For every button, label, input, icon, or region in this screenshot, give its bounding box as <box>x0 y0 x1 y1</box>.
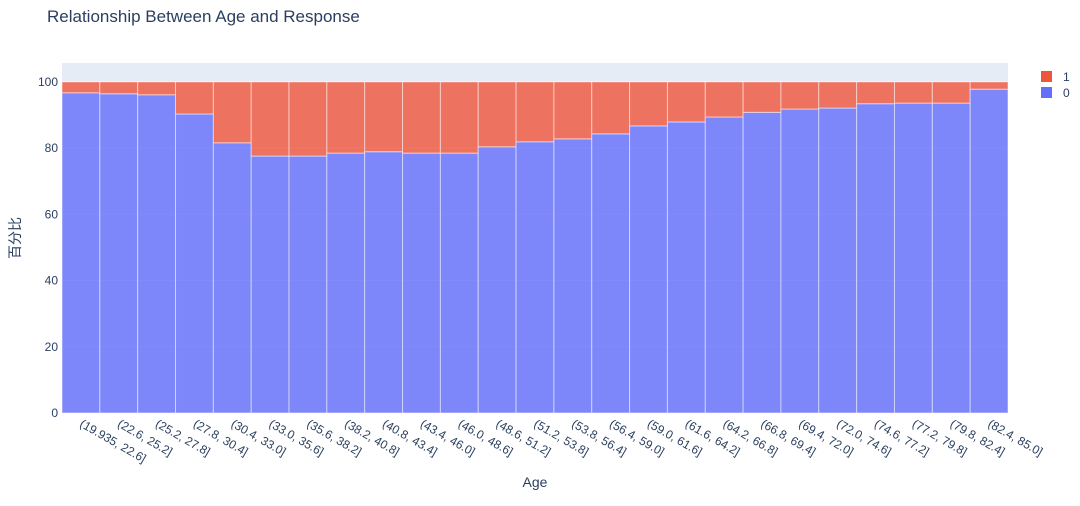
bar-series-1[interactable] <box>553 81 593 140</box>
bar-series-0[interactable] <box>61 92 101 414</box>
bar-series-0[interactable] <box>969 88 1009 414</box>
bar-series-0[interactable] <box>175 113 214 414</box>
bar-series-0[interactable] <box>477 146 517 414</box>
bar-series-1[interactable] <box>704 81 744 118</box>
y-tick-label: 100 <box>38 75 58 89</box>
bar-series-0[interactable] <box>856 103 895 414</box>
y-tick-label: 40 <box>45 274 59 288</box>
bar-series-1[interactable] <box>893 81 933 104</box>
y-axis-label: 百分比 <box>7 217 23 259</box>
bar-series-1[interactable] <box>742 81 782 113</box>
legend[interactable]: 10 <box>1041 70 1070 100</box>
bar-series-0[interactable] <box>99 93 139 414</box>
x-axis-label: Age <box>523 474 548 490</box>
bar-series-1[interactable] <box>818 81 858 109</box>
chart-title: Relationship Between Age and Response <box>47 7 360 26</box>
y-tick-label: 20 <box>45 340 59 354</box>
y-tick-label: 0 <box>51 406 58 420</box>
legend-label-0[interactable]: 0 <box>1063 86 1070 100</box>
bar-series-0[interactable] <box>553 138 593 414</box>
bar-series-0[interactable] <box>818 107 858 414</box>
bar-series-1[interactable] <box>591 81 631 135</box>
bar-series-0[interactable] <box>402 152 441 414</box>
bar-series-0[interactable] <box>326 152 366 414</box>
bar-series-1[interactable] <box>629 81 668 127</box>
y-tick-label: 80 <box>45 141 59 155</box>
bar-series-0[interactable] <box>439 152 479 414</box>
bar-series-0[interactable] <box>591 133 631 414</box>
bar-series-0[interactable] <box>780 108 820 414</box>
bar-series-1[interactable] <box>364 81 404 153</box>
bar-series-0[interactable] <box>212 142 252 414</box>
bar-series-1[interactable] <box>439 81 479 154</box>
bar-series-1[interactable] <box>99 81 139 95</box>
bar-series-0[interactable] <box>629 125 668 414</box>
bar-series-1[interactable] <box>402 81 441 154</box>
bar-series-1[interactable] <box>288 81 328 157</box>
bar-series-1[interactable] <box>780 81 820 110</box>
bar-series-1[interactable] <box>515 81 555 143</box>
bar-series-0[interactable] <box>931 102 971 414</box>
y-tick-label: 60 <box>45 207 59 221</box>
bar-series-1[interactable] <box>326 81 366 154</box>
bar-series-0[interactable] <box>515 141 555 414</box>
bar-series-0[interactable] <box>364 151 404 414</box>
bar-series-1[interactable] <box>175 81 214 115</box>
legend-swatch-0[interactable] <box>1041 87 1052 98</box>
bar-series-0[interactable] <box>137 94 177 414</box>
bar-series-1[interactable] <box>137 81 177 96</box>
bar-series-0[interactable] <box>288 155 328 414</box>
bar-series-1[interactable] <box>250 81 290 157</box>
bar-series-1[interactable] <box>931 81 971 104</box>
bar-series-0[interactable] <box>704 116 744 414</box>
bar-series-0[interactable] <box>250 155 290 414</box>
bar-series-1[interactable] <box>477 81 517 148</box>
bar-series-1[interactable] <box>666 81 706 123</box>
bar-series-1[interactable] <box>212 81 252 144</box>
bar-series-0[interactable] <box>893 102 933 414</box>
legend-swatch-1[interactable] <box>1041 71 1052 82</box>
bar-series-1[interactable] <box>61 81 101 94</box>
bar-series-1[interactable] <box>969 81 1009 90</box>
legend-label-1[interactable]: 1 <box>1063 70 1070 84</box>
bar-series-0[interactable] <box>666 121 706 414</box>
bar-series-0[interactable] <box>742 111 782 414</box>
bar-series-1[interactable] <box>856 81 895 105</box>
